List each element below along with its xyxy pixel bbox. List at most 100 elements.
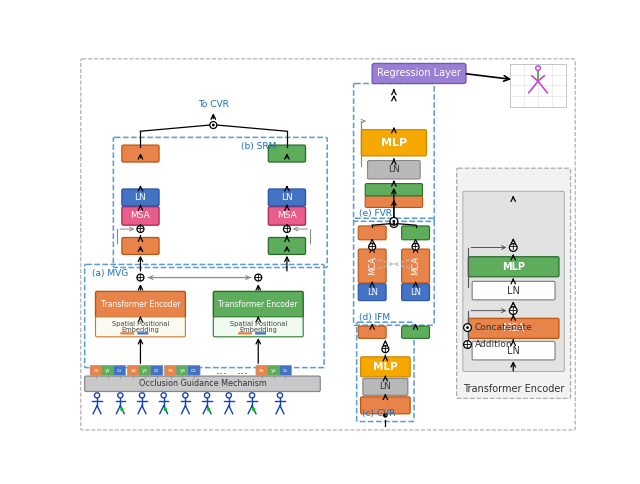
FancyBboxPatch shape [402, 226, 429, 240]
Text: c₃: c₃ [191, 368, 196, 373]
Text: LN: LN [507, 346, 520, 356]
Circle shape [255, 274, 262, 281]
FancyBboxPatch shape [268, 238, 305, 255]
FancyBboxPatch shape [402, 284, 429, 301]
Circle shape [252, 408, 255, 411]
FancyBboxPatch shape [468, 318, 559, 338]
Text: Transformer Encoder: Transformer Encoder [463, 384, 564, 394]
Text: (a) MVG: (a) MVG [92, 269, 129, 278]
FancyBboxPatch shape [468, 257, 559, 277]
Text: MLP: MLP [373, 362, 397, 372]
Text: +: + [509, 305, 518, 316]
FancyBboxPatch shape [127, 365, 140, 375]
Circle shape [207, 408, 211, 411]
Text: Addition: Addition [474, 340, 512, 349]
Text: Spatial Positional: Spatial Positional [230, 321, 287, 327]
FancyBboxPatch shape [268, 365, 280, 375]
FancyBboxPatch shape [122, 238, 159, 255]
Text: Regression Layer: Regression Layer [377, 68, 461, 78]
FancyBboxPatch shape [138, 332, 148, 334]
FancyBboxPatch shape [150, 365, 163, 375]
FancyBboxPatch shape [268, 189, 305, 206]
Circle shape [463, 341, 472, 348]
FancyBboxPatch shape [402, 249, 429, 283]
Text: Transformer Encoder: Transformer Encoder [218, 300, 298, 309]
FancyBboxPatch shape [365, 195, 422, 208]
FancyBboxPatch shape [472, 341, 555, 360]
Text: LN: LN [507, 286, 520, 296]
Text: Embedding: Embedding [239, 327, 277, 333]
Text: x₁: x₁ [93, 368, 99, 373]
FancyBboxPatch shape [268, 145, 305, 162]
FancyBboxPatch shape [279, 365, 292, 375]
Text: ...: ... [216, 364, 228, 377]
FancyBboxPatch shape [358, 249, 386, 283]
Circle shape [463, 324, 472, 332]
Text: MCA: MCA [411, 257, 420, 275]
Text: MSA: MSA [277, 212, 297, 220]
Text: xₖ: xₖ [259, 368, 265, 373]
FancyBboxPatch shape [402, 326, 429, 338]
Text: Concatenate: Concatenate [474, 323, 532, 332]
FancyBboxPatch shape [358, 284, 386, 301]
FancyBboxPatch shape [360, 357, 410, 377]
Text: c₁: c₁ [116, 368, 122, 373]
FancyBboxPatch shape [164, 365, 177, 375]
FancyBboxPatch shape [463, 191, 564, 372]
FancyBboxPatch shape [238, 332, 252, 334]
FancyBboxPatch shape [176, 365, 189, 375]
Text: y₂: y₂ [142, 368, 148, 373]
Text: yₖ: yₖ [271, 368, 276, 373]
Circle shape [390, 217, 397, 225]
Circle shape [210, 121, 217, 129]
Text: x₃: x₃ [168, 368, 173, 373]
FancyBboxPatch shape [268, 207, 305, 225]
FancyBboxPatch shape [188, 365, 200, 375]
FancyBboxPatch shape [363, 378, 408, 395]
Text: MLP: MLP [502, 262, 525, 272]
FancyBboxPatch shape [360, 397, 410, 414]
Text: +: + [381, 344, 390, 354]
FancyBboxPatch shape [213, 317, 303, 337]
FancyBboxPatch shape [362, 130, 426, 156]
Text: Transformer Encoder: Transformer Encoder [100, 300, 180, 309]
Text: LN: LN [281, 193, 293, 202]
Text: +: + [136, 272, 145, 283]
Circle shape [164, 408, 167, 411]
Text: +: + [412, 242, 420, 252]
FancyBboxPatch shape [213, 291, 303, 318]
FancyBboxPatch shape [120, 332, 134, 334]
Circle shape [137, 226, 144, 232]
Text: +: + [136, 224, 145, 234]
Text: ...: ... [237, 364, 249, 377]
FancyBboxPatch shape [84, 376, 320, 392]
FancyBboxPatch shape [122, 207, 159, 225]
Circle shape [284, 226, 291, 232]
FancyBboxPatch shape [90, 365, 102, 375]
FancyBboxPatch shape [358, 326, 386, 338]
Circle shape [383, 413, 388, 418]
FancyBboxPatch shape [95, 317, 186, 337]
Text: +: + [463, 339, 472, 349]
Text: Spatial Positional: Spatial Positional [112, 321, 169, 327]
Text: +: + [368, 242, 376, 252]
Text: To CVR: To CVR [198, 100, 228, 109]
Circle shape [390, 220, 397, 227]
Circle shape [509, 307, 517, 315]
Circle shape [137, 274, 144, 281]
FancyBboxPatch shape [457, 168, 571, 398]
FancyBboxPatch shape [472, 281, 555, 300]
Text: y₃: y₃ [179, 368, 185, 373]
FancyBboxPatch shape [113, 365, 125, 375]
Text: (d) IFM: (d) IFM [359, 313, 390, 322]
Text: MSA: MSA [131, 212, 150, 220]
Text: LN: LN [134, 193, 147, 202]
Text: LN: LN [410, 287, 421, 297]
Circle shape [466, 326, 469, 329]
Text: MCA: MCA [367, 257, 377, 275]
Text: (b) SRM: (b) SRM [241, 142, 276, 151]
Text: +: + [254, 272, 262, 283]
FancyBboxPatch shape [255, 332, 266, 334]
FancyBboxPatch shape [367, 161, 420, 179]
Text: +: + [283, 224, 291, 234]
